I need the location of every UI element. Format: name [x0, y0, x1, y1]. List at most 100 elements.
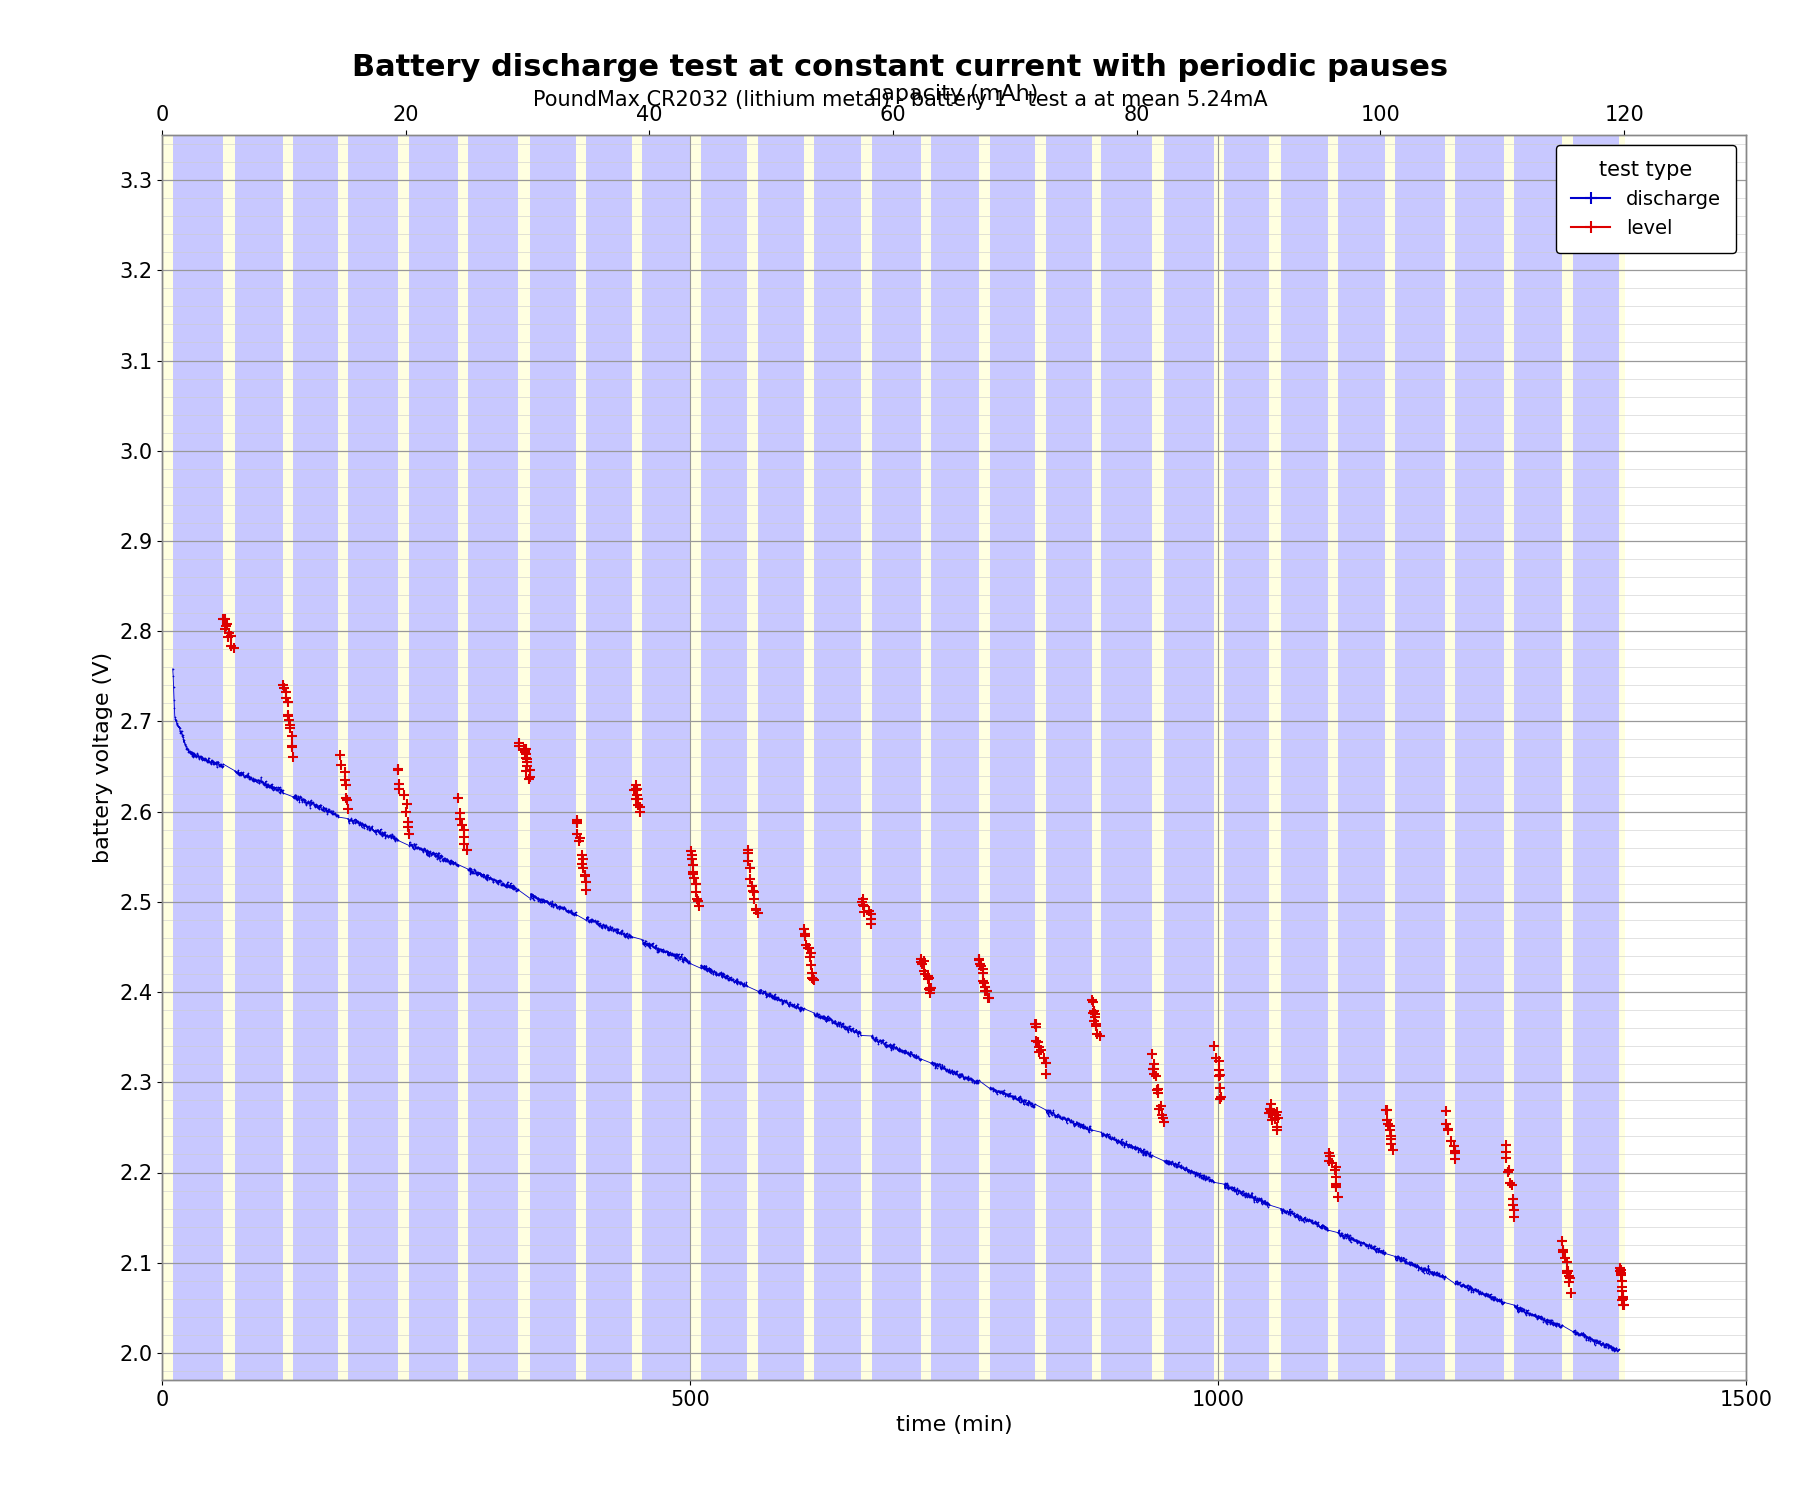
level	[1143, 1080, 1172, 1104]
level	[970, 980, 999, 1004]
Bar	[1091, 135, 1102, 1380]
level	[914, 966, 943, 990]
Bar	[162, 135, 173, 1380]
level	[1078, 988, 1107, 1012]
Bar	[1562, 135, 1573, 1380]
level	[331, 760, 360, 784]
level	[790, 922, 819, 946]
discharge	[835, 1020, 857, 1038]
level	[1148, 1110, 1177, 1134]
level	[684, 890, 713, 914]
level	[212, 626, 241, 650]
level	[1552, 1246, 1580, 1270]
Y-axis label: battery voltage (V): battery voltage (V)	[94, 652, 113, 862]
Bar	[990, 135, 1035, 1380]
level	[848, 890, 877, 914]
level	[148, 96, 176, 120]
level	[797, 962, 826, 986]
Bar	[518, 135, 531, 1380]
level	[621, 777, 650, 801]
level	[1316, 1144, 1345, 1168]
level	[1204, 1050, 1233, 1074]
level	[445, 786, 473, 810]
Bar	[1573, 135, 1618, 1380]
level	[623, 777, 652, 801]
level	[1143, 1077, 1172, 1101]
level	[1260, 1107, 1289, 1131]
discharge	[1078, 1120, 1100, 1138]
level	[1498, 1173, 1526, 1197]
level	[967, 954, 995, 978]
level	[504, 730, 533, 754]
level	[563, 822, 592, 846]
level	[1607, 1275, 1636, 1299]
level	[1024, 1030, 1053, 1054]
level	[1024, 1040, 1053, 1064]
level	[513, 753, 542, 777]
level	[734, 849, 763, 873]
level	[1138, 1042, 1166, 1066]
level	[445, 801, 473, 825]
level	[392, 810, 421, 834]
level	[1022, 1029, 1051, 1053]
Bar	[1618, 135, 1625, 1380]
level	[511, 736, 540, 760]
Bar	[1035, 135, 1046, 1380]
level	[1494, 1161, 1523, 1185]
Bar	[758, 135, 803, 1380]
Bar	[531, 135, 576, 1380]
level	[1323, 1185, 1352, 1209]
level	[1553, 1262, 1582, 1286]
level	[331, 786, 360, 810]
level	[907, 951, 936, 975]
level	[970, 975, 999, 999]
level	[1321, 1172, 1350, 1196]
level	[1492, 1146, 1521, 1170]
Bar	[1456, 135, 1503, 1380]
level	[914, 968, 943, 992]
Bar	[223, 135, 234, 1380]
level	[211, 614, 239, 638]
level	[1201, 1034, 1229, 1058]
level	[1607, 1280, 1636, 1304]
level	[734, 856, 763, 880]
discharge	[1105, 1134, 1127, 1152]
level	[1555, 1270, 1584, 1294]
level	[1031, 1052, 1060, 1076]
level	[850, 900, 878, 924]
level	[1494, 1158, 1523, 1182]
level	[1548, 1228, 1577, 1252]
level	[270, 676, 299, 700]
level	[1021, 1013, 1049, 1036]
level	[158, 106, 187, 130]
level	[909, 958, 938, 982]
level	[511, 746, 540, 770]
level	[1499, 1194, 1528, 1218]
level	[848, 892, 877, 916]
level	[1435, 1118, 1463, 1142]
level	[1375, 1114, 1404, 1138]
level	[909, 950, 938, 974]
level	[1201, 1046, 1229, 1070]
level	[279, 744, 308, 768]
level	[1492, 1140, 1521, 1164]
Bar	[293, 135, 338, 1380]
level	[679, 853, 707, 877]
level	[1372, 1108, 1400, 1132]
level	[679, 859, 707, 883]
level	[1607, 1269, 1636, 1293]
level	[965, 946, 994, 970]
level	[277, 724, 306, 748]
level	[799, 968, 828, 992]
level	[216, 624, 245, 648]
level	[1496, 1170, 1525, 1194]
level	[1321, 1164, 1350, 1188]
Line: discharge: discharge	[171, 668, 1620, 1353]
Bar	[409, 135, 459, 1380]
level	[562, 807, 590, 831]
level	[1204, 1059, 1233, 1083]
level	[277, 735, 306, 759]
level	[153, 106, 182, 130]
discharge	[1607, 1341, 1629, 1359]
level	[383, 759, 412, 783]
